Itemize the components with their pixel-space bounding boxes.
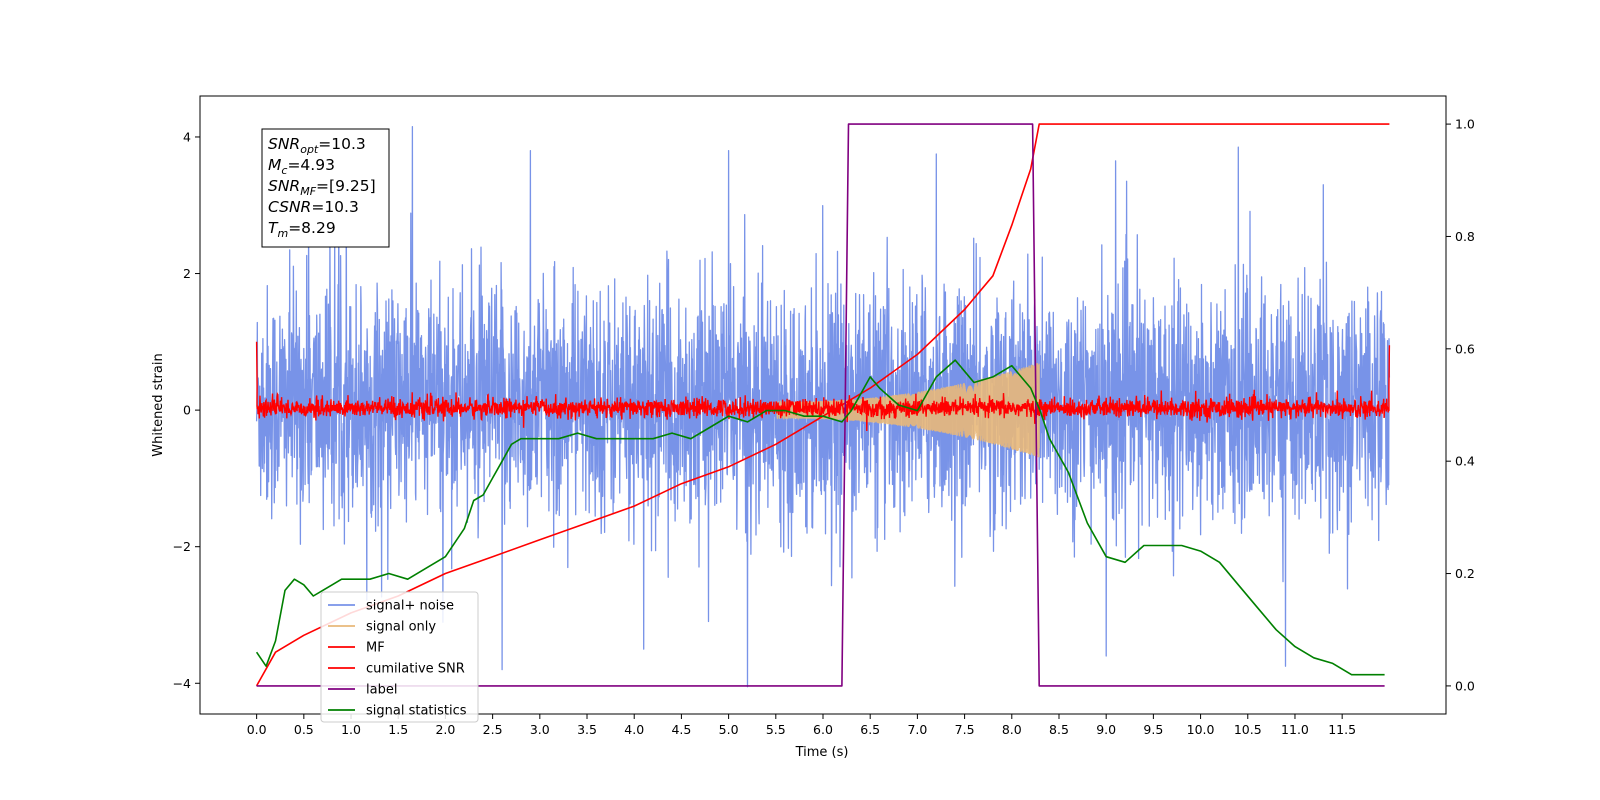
legend-frame	[320, 591, 479, 723]
x-tick-label: 9.5	[1143, 722, 1163, 737]
x-tick-label: 5.5	[766, 722, 786, 737]
x-tick-label: 7.0	[907, 722, 927, 737]
x-tick-label: 5.0	[719, 722, 739, 737]
legend: signal+ noise signal only MF cumilative SNR…	[320, 591, 479, 723]
series-signal-statistics	[255, 359, 1385, 676]
y-right-tick-label: 0.6	[1455, 341, 1475, 356]
series-mf	[255, 341, 1391, 432]
legend-label: signal+ noise	[366, 599, 454, 614]
legend-label: signal statistics	[366, 704, 467, 719]
x-tick-label: 11.5	[1328, 722, 1356, 737]
x-tick-label: 4.0	[624, 722, 644, 737]
x-tick-label: 0.0	[247, 722, 267, 737]
x-tick-label: 2.5	[483, 722, 503, 737]
annotation-line: SNRopt=10.3	[268, 135, 366, 156]
x-tick-label: 6.0	[813, 722, 833, 737]
y-right-tick-label: 0.8	[1455, 229, 1475, 244]
x-tick-label: 1.5	[388, 722, 408, 737]
y-left-tick-label: 4	[183, 129, 191, 144]
y-axis-label: Whitened strain	[151, 353, 166, 456]
series-label	[256, 123, 1385, 687]
annotation-line: CSNR=10.3	[268, 198, 359, 216]
x-tick-label: 4.5	[671, 722, 691, 737]
x-tick-label: 8.0	[1002, 722, 1022, 737]
y-left-tick-label: 2	[183, 266, 191, 281]
y-right-tick-label: 1.0	[1455, 117, 1475, 132]
y-left-tick-label: −4	[173, 676, 191, 691]
x-tick-label: 1.0	[341, 722, 361, 737]
annotation-box-frame	[261, 128, 390, 248]
annotation-line: SNRMF=[9.25]	[268, 177, 376, 198]
y-right-tick-label: 0.4	[1455, 454, 1475, 469]
x-tick-label: 3.0	[530, 722, 550, 737]
annotation-line: Tm=8.29	[268, 219, 336, 240]
y-right-tick-label: 0.2	[1455, 566, 1475, 581]
x-axis-label: Time (s)	[795, 745, 849, 760]
legend-label: signal only	[366, 620, 436, 635]
x-tick-label: 9.0	[1096, 722, 1116, 737]
x-tick-label: 2.0	[435, 722, 455, 737]
annotation-line: Mc=4.93	[268, 156, 335, 177]
x-tick-label: 8.5	[1049, 722, 1069, 737]
x-tick-label: 3.5	[577, 722, 597, 737]
y-right-tick-label: 0.0	[1455, 678, 1475, 693]
x-tick-label: 6.5	[860, 722, 880, 737]
x-tick-label: 10.0	[1187, 722, 1215, 737]
x-tick-label: 11.0	[1281, 722, 1309, 737]
x-tick-label: 10.5	[1234, 722, 1262, 737]
y-left-tick-label: −2	[173, 539, 191, 554]
x-tick-label: 7.5	[955, 722, 975, 737]
y-left-tick-label: 0	[183, 403, 191, 418]
legend-label: label	[366, 683, 397, 698]
legend-label: cumilative SNR	[366, 662, 465, 677]
legend-label: MF	[366, 641, 385, 656]
x-tick-label: 0.5	[294, 722, 314, 737]
